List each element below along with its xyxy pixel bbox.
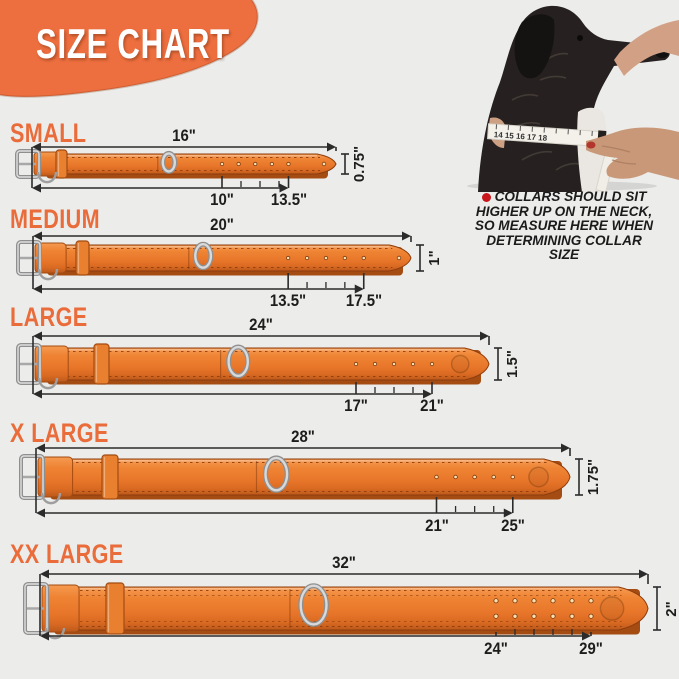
adjust-min-label: 24" <box>484 639 508 658</box>
dog-eye <box>577 35 583 41</box>
adjust-max-label: 13.5" <box>270 190 307 209</box>
hand-bottom <box>586 127 679 180</box>
note-line-1: COLLARS SHOULD SIT <box>450 189 678 205</box>
red-bullet-icon <box>481 193 491 202</box>
adjust-min-label: 13.5" <box>270 291 307 310</box>
size-label: SMALL <box>10 118 87 148</box>
adjust-min-label: 21" <box>424 516 449 535</box>
size-label: XX LARGE <box>10 539 124 569</box>
adjust-max-label: 17.5" <box>345 291 382 310</box>
length-label: 32" <box>332 553 356 572</box>
length-label: 24" <box>249 315 273 334</box>
note-line-4: DETERMINING COLLAR <box>486 232 642 248</box>
adjust-max-label: 29" <box>579 639 603 658</box>
width-label: 1.5" <box>504 350 521 378</box>
length-label: 16" <box>172 126 196 145</box>
adjust-min-label: 17" <box>344 396 368 415</box>
width-label: 1.75" <box>585 458 602 496</box>
note-line-5: SIZE <box>548 247 580 263</box>
note-line-3: SO MEASURE HERE WHEN <box>474 218 654 234</box>
size-label: LARGE <box>10 302 88 332</box>
hand-finger-lines <box>601 145 637 165</box>
hand-top-arm <box>614 20 679 76</box>
dog-fur-texture <box>507 52 581 171</box>
width-label: 2" <box>663 600 679 617</box>
red-fingernail <box>586 141 596 149</box>
width-label: 1" <box>426 250 443 266</box>
length-label: 20" <box>210 215 234 234</box>
note-line-2: HIGHER UP ON THE NECK, <box>475 203 653 219</box>
measuring-tape: 14 15 16 17 18 <box>486 123 607 148</box>
dog-photo: 14 15 16 17 18 <box>467 5 679 192</box>
adjust-max-label: 25" <box>500 516 525 535</box>
width-label: 0.75" <box>351 145 368 183</box>
length-label: 28" <box>291 427 315 446</box>
dog-ear <box>514 14 555 79</box>
adjust-min-label: 10" <box>210 190 234 209</box>
size-label: MEDIUM <box>10 204 100 234</box>
size-label: X LARGE <box>10 418 109 448</box>
page-title: SIZE CHART <box>36 20 230 67</box>
tape-numbers: 14 15 16 17 18 <box>494 130 548 143</box>
adjust-max-label: 21" <box>420 396 444 415</box>
measuring-note: COLLARS SHOULD SIT HIGHER UP ON THE NECK… <box>450 189 678 263</box>
